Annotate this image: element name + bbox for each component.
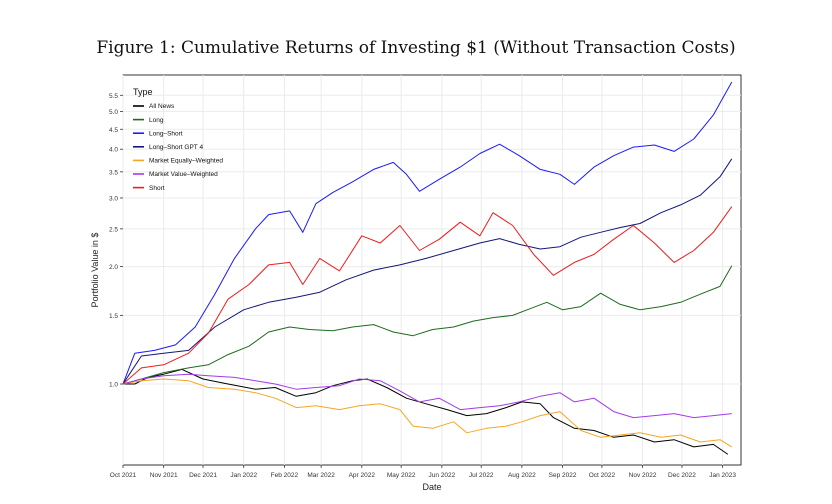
legend-label: Market Value–Weighted: [149, 171, 218, 178]
x-tick-label: Aug 2022: [508, 472, 536, 479]
series-line-long: [122, 265, 733, 385]
grid: [122, 75, 741, 465]
y-tick-label: 1.5: [109, 313, 118, 320]
legend-label: Long–Short GPT 4: [149, 144, 203, 151]
y-tick-label: 1.0: [109, 382, 118, 389]
x-tick-label: Oct 2022: [589, 472, 616, 479]
x-axis-label: Date: [422, 482, 441, 492]
legend-label: All News: [149, 103, 175, 110]
series-line-market-value-weighted: [122, 373, 732, 419]
x-axis-ticks: Oct 2021 Nov 2021 Dec 2021 Jan 2022 Feb 2022…: [110, 465, 736, 479]
series-line-long-short: [122, 81, 733, 385]
series-line-all-news: [123, 368, 729, 455]
y-tick-label: 3.0: [109, 195, 118, 202]
x-tick-label: May 2022: [387, 472, 416, 479]
series-layer: [122, 81, 733, 455]
x-tick-label: Jan 2023: [709, 472, 736, 479]
plot-panel: [122, 74, 742, 466]
x-tick-label: Feb 2022: [271, 472, 299, 479]
x-tick-label: Jul 2022: [469, 472, 494, 479]
x-tick-label: Jun 2022: [428, 472, 455, 479]
figure-title: Figure 1: Cumulative Returns of Investin…: [96, 38, 736, 58]
legend: Type All News Long Long–Short Long–Short GP…: [133, 87, 223, 192]
legend-label: Market Equally–Weighted: [149, 158, 223, 165]
x-tick-label: Oct 2021: [110, 472, 137, 479]
legend-label: Short: [149, 185, 165, 192]
series-line-market-equally-weighted: [122, 378, 733, 448]
x-tick-label: Sep 2022: [549, 472, 577, 479]
y-axis-label: Portfolio Value in $: [90, 233, 100, 308]
x-tick-label: Jan 2022: [230, 472, 257, 479]
x-tick-label: Dec 2021: [189, 472, 217, 479]
x-tick-label: Apr 2022: [349, 472, 376, 479]
y-tick-label: 2.5: [109, 226, 118, 233]
y-tick-label: 4.0: [109, 147, 118, 154]
x-tick-label: Dec 2022: [668, 472, 696, 479]
x-tick-label: Nov 2022: [629, 472, 657, 479]
legend-title: Type: [133, 87, 153, 97]
y-tick-label: 4.5: [109, 127, 118, 134]
x-tick-label: Mar 2022: [307, 472, 335, 479]
y-tick-label: 5.5: [109, 93, 118, 100]
y-tick-label: 5.0: [109, 109, 118, 116]
y-tick-label: 2.0: [109, 264, 118, 271]
y-axis-ticks: 1.0 1.5 2.0 2.5 3.0 3.5 4.0 4.5 5.0 5.5: [109, 93, 123, 389]
legend-label: Long–Short: [149, 130, 183, 137]
series-line-short: [122, 206, 733, 385]
x-tick-label: Nov 2021: [150, 472, 178, 479]
legend-label: Long: [149, 117, 164, 124]
series-line-long-short-gpt-4: [122, 158, 733, 385]
y-tick-label: 3.5: [109, 169, 118, 176]
